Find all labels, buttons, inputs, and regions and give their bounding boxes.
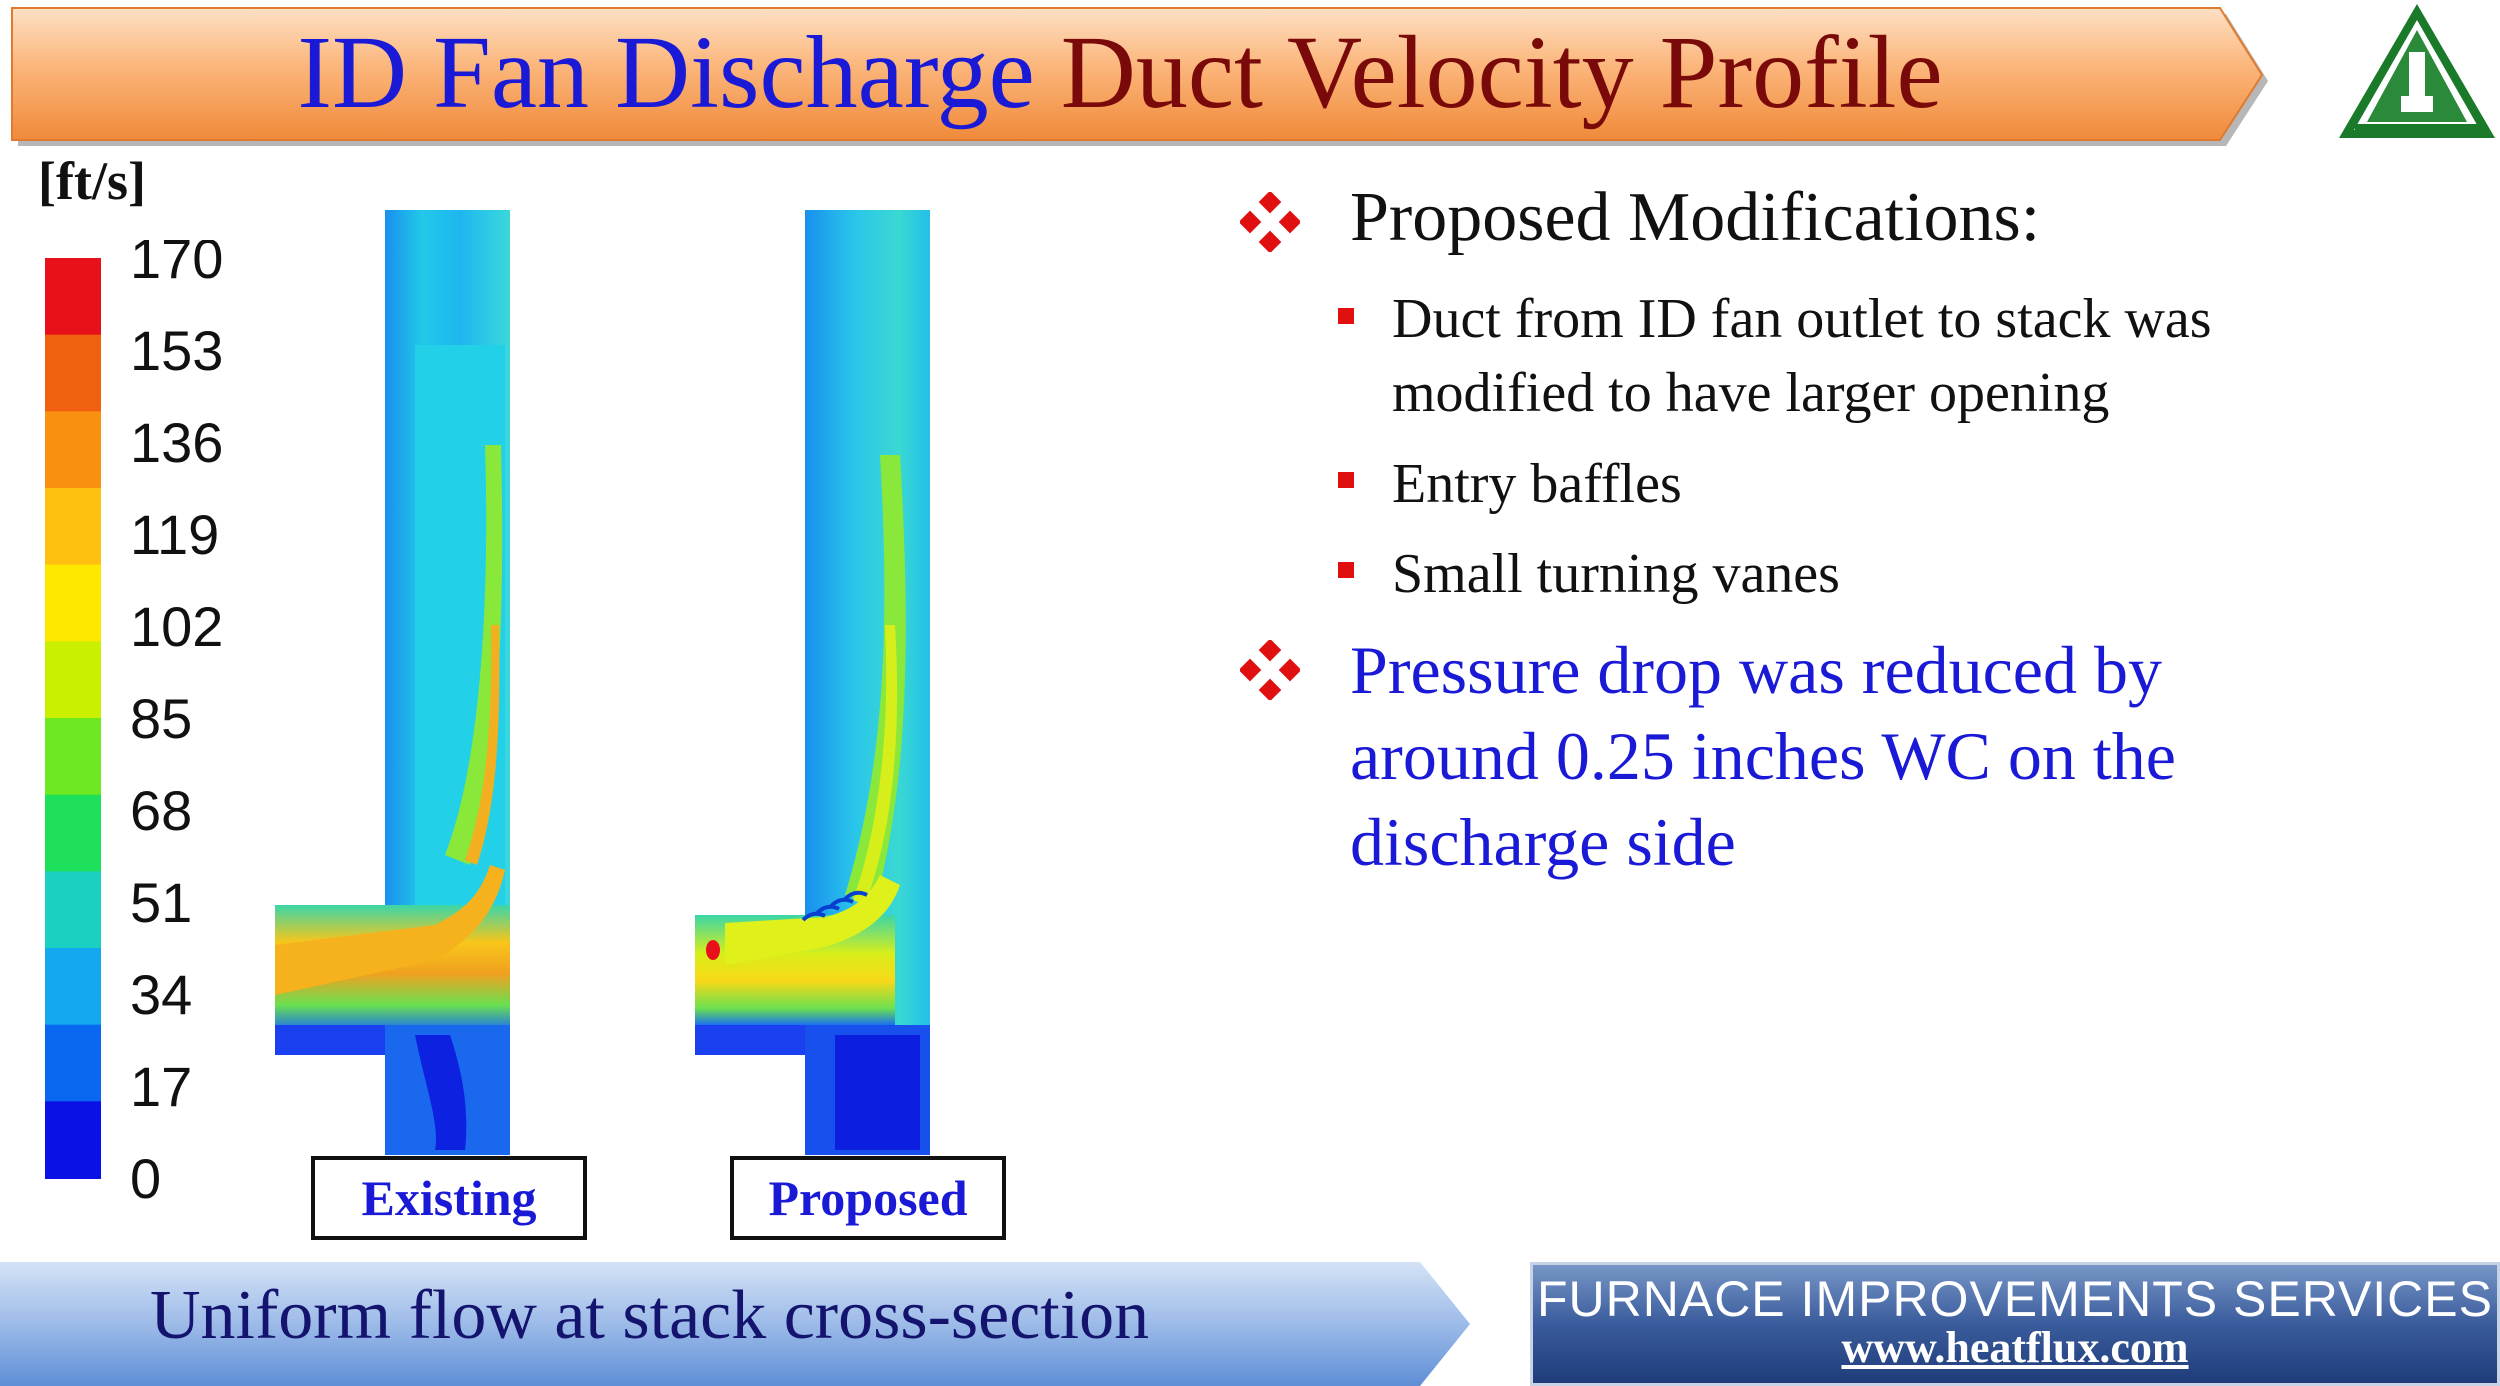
title-part-red: Duct Velocity Profile <box>1060 15 1943 130</box>
bullet-item-duct-line1: Duct from ID fan outlet to stack was <box>1392 288 2212 350</box>
bullet-diamond-icon <box>1240 640 1300 700</box>
colorbar-swatch <box>45 258 101 336</box>
colorbar-swatch <box>45 488 101 566</box>
bullet-item-baffles: Entry baffles <box>1392 453 1682 515</box>
colorbar-swatch <box>45 411 101 489</box>
colorbar-tick-label: 119 <box>130 503 219 566</box>
bullet-diamond-icon <box>1240 192 1300 252</box>
bullet-square-icon <box>1338 562 1354 578</box>
colorbar-tick-label: 34 <box>130 963 192 1026</box>
colorbar-swatch <box>45 334 101 413</box>
colorbar-swatch <box>45 794 101 873</box>
bullet-item-vanes: Small turning vanes <box>1392 543 1840 605</box>
colorbar-swatch <box>45 948 101 1026</box>
page-title: ID Fan Discharge Duct Velocity Profile <box>0 8 2240 138</box>
colorbar-swatch <box>45 718 101 796</box>
colorbar-swatch <box>45 564 101 643</box>
colorbar-unit-label: [ft/s] <box>38 151 146 211</box>
colorbar-swatch <box>45 1101 101 1179</box>
colorbar-tick-label: 153 <box>130 319 223 382</box>
colorbar-tick-label: 51 <box>130 871 192 934</box>
colorbar-swatch <box>45 1024 101 1103</box>
colorbar-tick-label: 102 <box>130 595 223 658</box>
colorbar-tick-label: 17 <box>130 1055 192 1118</box>
company-logo-icon <box>2339 4 2495 138</box>
highlight-line1: Pressure drop was reduced by <box>1350 632 2162 708</box>
colorbar-tick-label: 136 <box>130 411 223 474</box>
company-banner <box>1530 1262 2500 1386</box>
bullet-square-icon <box>1338 472 1354 488</box>
colorbar-tick-label: 85 <box>130 687 192 750</box>
company-name: FURNACE IMPROVEMENTS SERVICES <box>1536 1271 2493 1327</box>
title-banner <box>11 7 2268 146</box>
highlight-line2: around 0.25 inches WC on the <box>1350 718 2176 794</box>
colorbar-swatches <box>45 258 101 1179</box>
caption-proposed: Proposed <box>730 1156 1006 1240</box>
colorbar-swatch <box>45 641 101 719</box>
velocity-contour-existing <box>275 210 510 1155</box>
company-url-link[interactable]: www.heatflux.com <box>1841 1323 2189 1372</box>
caption-existing: Existing <box>311 1156 587 1240</box>
colorbar-tick-label: 0 <box>130 1147 161 1200</box>
pressure-drop-highlight: Pressure drop was reduced by around 0.25… <box>1350 627 2280 885</box>
modifications-heading: Proposed Modifications: <box>1350 179 2041 256</box>
bullet-item-duct-line2: modified to have larger opening <box>1392 362 2110 424</box>
highlight-line3: discharge side <box>1350 804 1736 880</box>
colorbar-swatch <box>45 871 101 949</box>
bullet-square-icon <box>1338 308 1354 324</box>
colorbar-tick-label: 68 <box>130 779 192 842</box>
title-part-blue: ID Fan Discharge <box>297 15 1035 130</box>
velocity-contour-proposed <box>695 210 930 1155</box>
footer-tagline: Uniform flow at stack cross-section <box>150 1277 1150 1354</box>
footer-banner <box>0 1262 1470 1386</box>
colorbar-tick-label: 170 <box>130 240 223 290</box>
bullet-item-duct: Duct from ID fan outlet to stack was mod… <box>1392 282 2342 430</box>
